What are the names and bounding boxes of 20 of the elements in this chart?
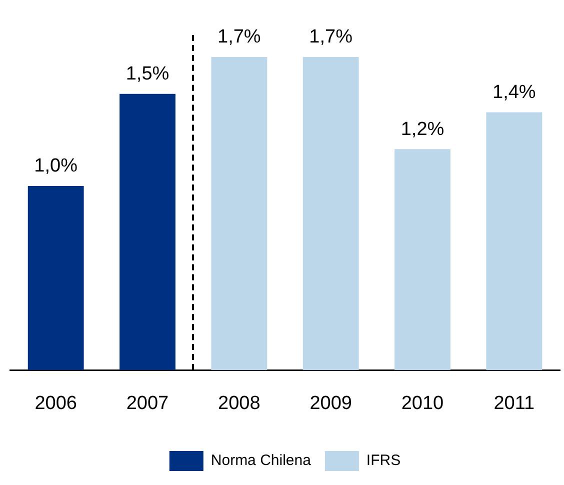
x-tick-label: 2007 <box>126 392 169 414</box>
bar <box>302 56 359 370</box>
bar <box>28 186 84 370</box>
data-label: 1,4% <box>492 82 536 103</box>
x-tick-label: 2009 <box>310 392 352 414</box>
x-tick-label: 2006 <box>34 392 77 414</box>
data-label: 1,7% <box>218 26 261 48</box>
bar <box>394 149 450 370</box>
x-tick-label: 2011 <box>494 392 535 414</box>
data-label: 1,7% <box>309 26 353 48</box>
bar <box>486 112 542 370</box>
data-label: 1,2% <box>400 118 444 140</box>
bar <box>120 94 176 370</box>
x-tick-label: 2008 <box>218 392 260 414</box>
x-tick-label: 2010 <box>401 392 444 414</box>
bar <box>211 56 268 370</box>
legend-label: IFRS <box>366 452 401 470</box>
data-label: 1,5% <box>126 64 170 85</box>
legend-label: Norma Chilena <box>210 452 312 470</box>
data-label: 1,0% <box>34 156 78 177</box>
